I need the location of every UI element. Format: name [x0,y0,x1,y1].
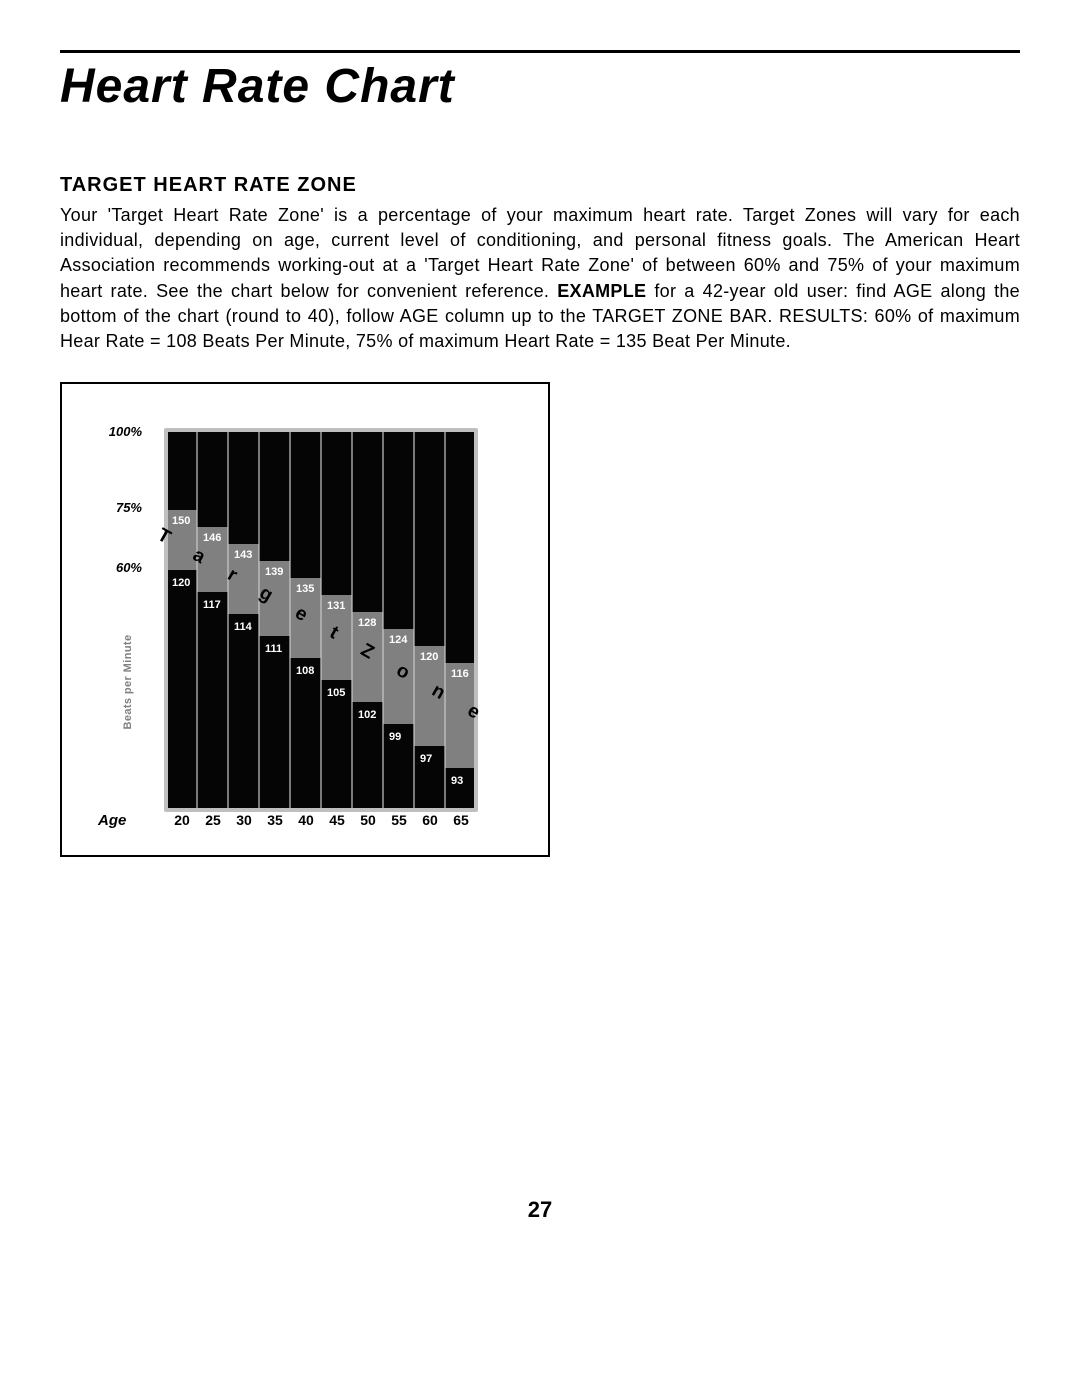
age-tick: 35 [261,812,289,828]
chart-frame: 100% 75% 60% Beats per Minute 1501461431… [60,382,550,857]
pct-100-label: 100% [88,424,142,439]
svg-text:117: 117 [203,599,221,611]
svg-text:146: 146 [203,532,221,544]
age-tick: 40 [292,812,320,828]
age-tick: 65 [447,812,475,828]
svg-text:139: 139 [265,566,283,578]
x-axis-title: Age [98,812,126,829]
age-tick: 45 [323,812,351,828]
svg-text:105: 105 [327,687,345,699]
age-tick: 30 [230,812,258,828]
age-tick: 55 [385,812,413,828]
age-tick: 20 [168,812,196,828]
svg-text:116: 116 [451,668,469,680]
svg-text:120: 120 [420,651,438,663]
age-tick: 50 [354,812,382,828]
pct-75-label: 75% [88,500,142,515]
body-paragraph: Your 'Target Heart Rate Zone' is a perce… [60,203,1020,354]
age-tick: 25 [199,812,227,828]
age-tick: 60 [416,812,444,828]
svg-text:131: 131 [327,600,345,612]
page-number: 27 [60,1197,1020,1223]
svg-text:150: 150 [172,515,190,527]
svg-text:97: 97 [420,753,432,765]
top-rule [60,50,1020,53]
svg-text:111: 111 [265,643,282,655]
pct-60-label: 60% [88,560,142,575]
para-bold: EXAMPLE [557,281,646,301]
svg-text:99: 99 [389,731,401,743]
y-axis-title: Beats per Minute [122,602,134,762]
svg-text:128: 128 [358,617,376,629]
heart-rate-chart-svg: 150 146 143 139 135 131 128 124 120 116 120 117 114 1… [166,430,506,820]
svg-text:114: 114 [234,621,253,633]
svg-text:143: 143 [234,549,252,561]
svg-text:124: 124 [389,634,408,646]
svg-text:108: 108 [296,665,314,677]
svg-text:120: 120 [172,577,190,589]
svg-text:135: 135 [296,583,314,595]
chart-area: 100% 75% 60% Beats per Minute 1501461431… [78,402,532,843]
svg-text:102: 102 [358,709,376,721]
section-subhead: TARGET HEART RATE ZONE [60,174,1020,197]
svg-text:93: 93 [451,775,463,787]
page-title: Heart Rate Chart [60,59,1020,114]
